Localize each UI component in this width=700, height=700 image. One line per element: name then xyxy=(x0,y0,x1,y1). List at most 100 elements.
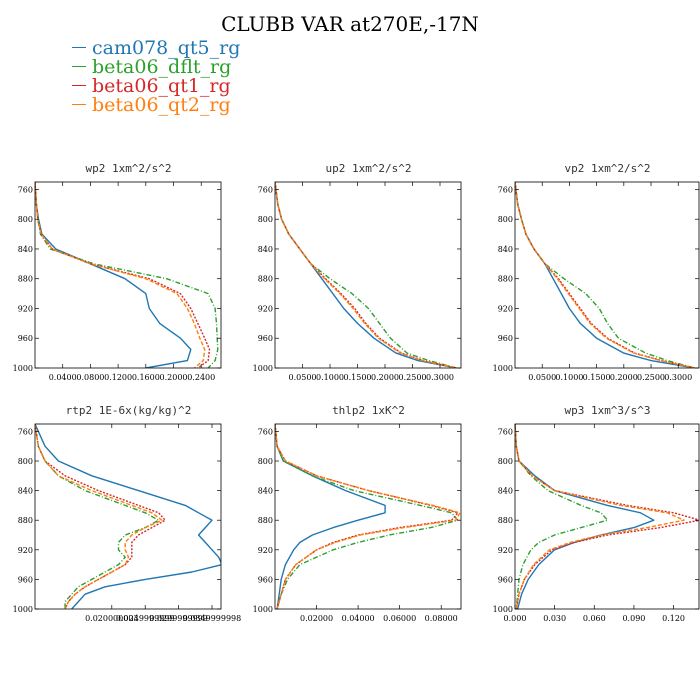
legend-entry: beta06_qt1_rg xyxy=(72,75,240,97)
series-line xyxy=(35,424,160,609)
x-tick-label: 0.2000 xyxy=(610,373,638,382)
y-tick-label: 800 xyxy=(498,457,513,466)
y-tick-label: 920 xyxy=(258,546,273,555)
y-tick-label: 880 xyxy=(18,275,33,284)
subplot-title: thlp2 1xK^2 xyxy=(332,404,405,417)
series-line xyxy=(35,182,206,368)
x-tick-label: 0.1000 xyxy=(555,373,583,382)
subplot: wp2 1xm^2/s^2 760 800 840 880 920 960 1000 0.040… xyxy=(13,162,222,382)
series-line xyxy=(515,424,609,609)
plot-frame xyxy=(514,423,700,610)
plot-frame xyxy=(274,181,462,369)
x-tick-label: 0.120 xyxy=(662,614,685,623)
x-tick-label: 0.1500 xyxy=(344,373,372,382)
series-line xyxy=(275,182,457,368)
series-line xyxy=(35,424,163,609)
series-line xyxy=(515,424,655,609)
series-line xyxy=(515,182,695,368)
series-line xyxy=(35,424,166,609)
y-tick-label: 1000 xyxy=(253,364,273,373)
subplot-title: rtp2 1E-6x(kg/kg)^2 xyxy=(66,404,192,417)
x-tick-label: 0.3000 xyxy=(426,373,454,382)
x-tick-label: 0.030 xyxy=(543,614,566,623)
y-tick-label: 800 xyxy=(18,457,33,466)
x-tick-label: 0.2500 xyxy=(399,373,427,382)
x-tick-label: 0.06000 xyxy=(383,614,416,623)
series-line xyxy=(275,424,461,609)
x-tick-label: 0.1200 xyxy=(104,373,132,382)
y-tick-label: 760 xyxy=(18,185,33,194)
legend-entry: beta06_qt2_rg xyxy=(72,94,240,116)
x-tick-label: 0.08000 xyxy=(425,614,458,623)
series-line xyxy=(515,182,695,368)
legend-swatch xyxy=(72,104,86,105)
x-tick-label: 0.2000 xyxy=(160,373,188,382)
x-tick-label: 0.0500 xyxy=(289,373,317,382)
legend-label: beta06_dflt_rg xyxy=(92,55,232,78)
legend-entry: beta06_dflt_rg xyxy=(72,55,240,78)
y-tick-label: 880 xyxy=(498,275,513,284)
y-tick-label: 800 xyxy=(258,215,273,224)
x-tick-label: 0.1500 xyxy=(583,373,611,382)
y-tick-label: 800 xyxy=(18,215,33,224)
legend-swatch xyxy=(72,66,86,67)
y-tick-label: 960 xyxy=(18,575,33,584)
plot-frame xyxy=(274,423,462,610)
x-tick-label: 0.0349999998 xyxy=(183,614,242,623)
legend-swatch xyxy=(72,85,86,86)
legend-label: cam078_qt5_rg xyxy=(92,36,241,59)
subplot-title: vp2 1xm^2/s^2 xyxy=(564,162,650,175)
series-line xyxy=(515,182,695,368)
subplot: rtp2 1E-6x(kg/kg)^2 760 800 840 880 920 960 100… xyxy=(13,404,242,623)
plot-frame xyxy=(34,423,222,610)
subplot-title: up2 1xm^2/s^2 xyxy=(325,162,411,175)
y-tick-label: 800 xyxy=(498,215,513,224)
plot-frame xyxy=(34,181,222,369)
series-line xyxy=(35,182,192,368)
y-tick-label: 840 xyxy=(498,245,513,254)
y-tick-label: 960 xyxy=(498,575,513,584)
y-tick-label: 760 xyxy=(498,427,513,436)
y-tick-label: 800 xyxy=(258,457,273,466)
y-tick-label: 880 xyxy=(18,516,33,525)
y-tick-label: 840 xyxy=(18,245,33,254)
x-tick-label: 0.1000 xyxy=(316,373,344,382)
series-line xyxy=(35,182,211,368)
x-tick-label: 0.2500 xyxy=(637,373,665,382)
subplot: thlp2 1xK^2 760 800 840 880 920 960 1000 0.02000… xyxy=(253,404,462,623)
series-line xyxy=(275,182,457,368)
x-tick-label: 0.04000 xyxy=(342,614,375,623)
series-line xyxy=(515,424,685,609)
y-tick-label: 880 xyxy=(258,275,273,284)
y-tick-label: 1000 xyxy=(13,364,33,373)
x-tick-label: 0.090 xyxy=(622,614,645,623)
x-tick-label: 0.0800 xyxy=(76,373,104,382)
x-tick-label: 0.3000 xyxy=(664,373,692,382)
series-line xyxy=(275,182,457,368)
subplot: wp3 1xm^3/s^3 760 800 840 880 920 960 10000.000… xyxy=(493,404,700,623)
x-tick-label: 0.02000 xyxy=(300,614,333,623)
y-tick-label: 1000 xyxy=(253,605,273,614)
y-tick-label: 840 xyxy=(18,487,33,496)
legend-entry: cam078_qt5_rg xyxy=(72,36,241,59)
y-tick-label: 960 xyxy=(258,334,273,343)
x-tick-label: 0.0299999999 xyxy=(149,614,208,623)
x-tick-label: 0.1600 xyxy=(132,373,160,382)
y-tick-label: 1000 xyxy=(493,364,513,373)
x-tick-label: 0.020000003 xyxy=(85,614,138,623)
y-tick-label: 1000 xyxy=(13,605,33,614)
series-line xyxy=(515,182,695,368)
series-line xyxy=(515,424,699,609)
subplot: vp2 1xm^2/s^2 760 800 840 880 920 960 1000 0.050… xyxy=(493,162,700,382)
x-tick-label: 0.060 xyxy=(583,614,606,623)
legend-swatch xyxy=(72,47,86,48)
y-tick-label: 960 xyxy=(18,334,33,343)
y-tick-label: 840 xyxy=(498,487,513,496)
x-tick-label: 0.0400 xyxy=(49,373,77,382)
figure-title: CLUBB VAR at270E,-17N xyxy=(221,12,479,36)
y-tick-label: 920 xyxy=(18,304,33,313)
y-tick-label: 1000 xyxy=(493,605,513,614)
y-tick-label: 880 xyxy=(258,516,273,525)
subplot-title: wp3 1xm^3/s^3 xyxy=(564,404,650,417)
